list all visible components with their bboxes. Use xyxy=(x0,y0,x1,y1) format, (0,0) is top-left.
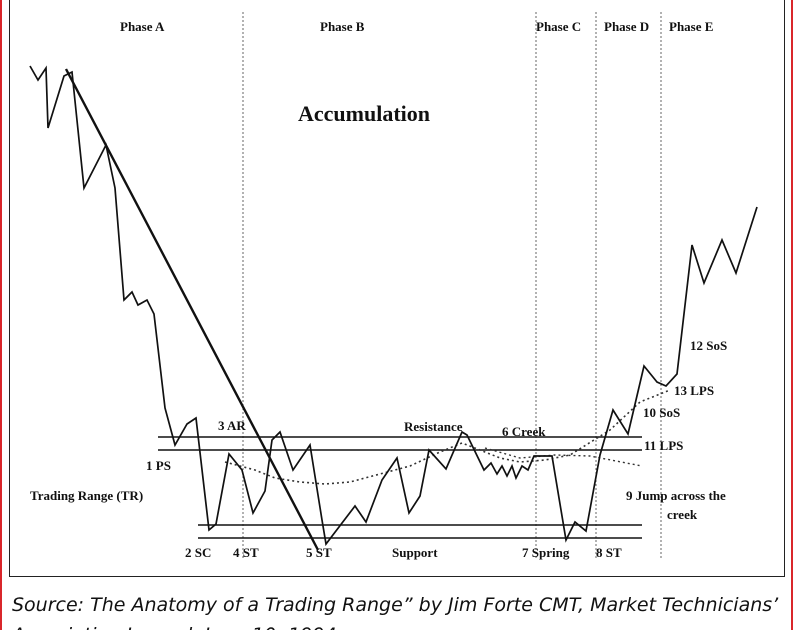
label-resistance: Resistance xyxy=(404,419,463,434)
accumulation-diagram: Phase A Phase B Phase C Phase D Phase E … xyxy=(9,0,785,577)
label-sos-10: 10 SoS xyxy=(643,405,680,420)
label-sc: 2 SC xyxy=(185,545,211,560)
label-st-8: 8 ST xyxy=(596,545,622,560)
label-lps-13: 13 LPS xyxy=(674,383,714,398)
label-ps: 1 PS xyxy=(146,458,171,473)
label-support: Support xyxy=(392,545,438,560)
label-st-4: 4 ST xyxy=(233,545,259,560)
diagram-title: Accumulation xyxy=(298,101,430,126)
label-lps-11: 11 LPS xyxy=(644,438,683,453)
phase-e-label: Phase E xyxy=(669,19,713,34)
label-trading-range: Trading Range (TR) xyxy=(30,488,143,503)
phase-d-label: Phase D xyxy=(604,19,649,34)
dotted-creek-curve xyxy=(484,447,643,467)
label-ar: 3 AR xyxy=(218,418,246,433)
label-sos-12: 12 SoS xyxy=(690,338,727,353)
label-st-5: 5 ST xyxy=(306,545,332,560)
label-spring: 7 Spring xyxy=(522,545,570,560)
phase-b-label: Phase B xyxy=(320,19,365,34)
phase-c-label: Phase C xyxy=(536,19,581,34)
diagram-canvas: Phase A Phase B Phase C Phase D Phase E … xyxy=(29,12,758,560)
label-jump-line-1: 9 Jump across the xyxy=(626,488,726,503)
source-caption: Source: The Anatomy of a Trading Range” … xyxy=(12,594,779,630)
downtrend-line xyxy=(64,68,320,551)
label-jump-line-2: creek xyxy=(667,507,698,522)
dotted-average-curve xyxy=(224,389,671,485)
label-creek: 6 Creek xyxy=(502,424,546,439)
price-path xyxy=(29,65,758,547)
phase-a-label: Phase A xyxy=(120,19,165,34)
